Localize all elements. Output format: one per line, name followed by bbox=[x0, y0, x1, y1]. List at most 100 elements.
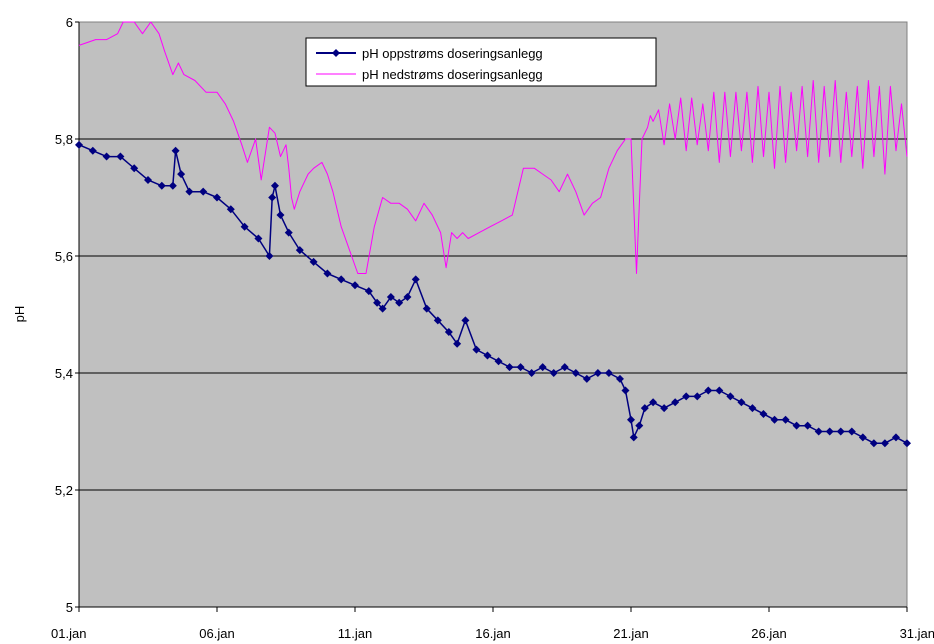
data-point bbox=[185, 187, 194, 196]
data-point bbox=[505, 363, 514, 372]
x-tick-label: 31.jan bbox=[900, 626, 934, 641]
data-point bbox=[240, 222, 249, 231]
y-tick-label: 5,8 bbox=[55, 132, 73, 147]
data-point bbox=[276, 211, 285, 220]
data-point bbox=[364, 287, 373, 296]
data-point bbox=[102, 152, 111, 161]
data-point bbox=[571, 369, 580, 377]
y-tick-labels: 5 5,2 5,4 5,6 5,8 6 bbox=[55, 15, 73, 615]
data-point bbox=[726, 392, 735, 401]
data-point bbox=[199, 187, 208, 196]
data-point bbox=[836, 427, 845, 436]
data-point bbox=[168, 181, 177, 190]
data-point bbox=[373, 298, 382, 307]
legend: pH oppstrøms doseringsanlegg pH nedstrøm… bbox=[305, 37, 657, 87]
data-point bbox=[226, 205, 235, 214]
data-point bbox=[395, 298, 404, 307]
data-point bbox=[770, 415, 779, 424]
data-point bbox=[130, 164, 139, 173]
data-point bbox=[213, 193, 221, 202]
data-point bbox=[748, 404, 757, 413]
data-point bbox=[538, 363, 547, 372]
data-point bbox=[411, 275, 420, 284]
legend-label-downstream: pH nedstrøms doseringsanlegg bbox=[362, 67, 543, 82]
data-point bbox=[621, 386, 630, 395]
y-axis-title: pH bbox=[12, 306, 27, 323]
data-point bbox=[265, 252, 274, 260]
data-point bbox=[75, 140, 83, 149]
gridlines bbox=[79, 138, 907, 491]
data-point bbox=[444, 328, 453, 337]
data-point bbox=[737, 398, 746, 407]
series-line bbox=[78, 21, 908, 274]
data-point bbox=[635, 421, 644, 430]
data-point bbox=[177, 170, 186, 179]
x-tick-labels: 01.jan 06.jan 11.jan 16.jan 21.jan 26.jan 31.j… bbox=[51, 626, 934, 641]
y-tick-label: 5,4 bbox=[55, 366, 73, 381]
data-point bbox=[527, 369, 536, 377]
data-point bbox=[903, 439, 911, 448]
y-tick-label: 5,6 bbox=[55, 249, 73, 264]
x-tick-label: 16.jan bbox=[475, 626, 510, 641]
data-point bbox=[284, 228, 293, 237]
data-point bbox=[627, 415, 635, 424]
legend-label-upstream: pH oppstrøms doseringsanlegg bbox=[362, 46, 543, 61]
data-point bbox=[171, 146, 180, 155]
y-tick-label: 5,2 bbox=[55, 483, 73, 498]
x-tick-label: 21.jan bbox=[613, 626, 648, 641]
data-point bbox=[309, 257, 318, 266]
data-point bbox=[422, 304, 431, 313]
data-point bbox=[615, 374, 624, 383]
data-point bbox=[649, 398, 658, 407]
data-point bbox=[116, 152, 125, 161]
data-point bbox=[386, 292, 395, 301]
data-point bbox=[337, 275, 346, 284]
data-point bbox=[157, 181, 166, 190]
data-point bbox=[582, 374, 591, 383]
data-point bbox=[604, 369, 613, 377]
data-point bbox=[660, 404, 669, 413]
data-point bbox=[682, 392, 691, 401]
data-point bbox=[693, 392, 702, 401]
data-point bbox=[759, 409, 768, 418]
x-tick-label: 26.jan bbox=[751, 626, 786, 641]
data-point bbox=[323, 269, 332, 278]
data-point bbox=[494, 357, 503, 366]
x-tick-label: 01.jan bbox=[51, 626, 86, 641]
axes bbox=[75, 21, 908, 612]
data-point bbox=[858, 433, 867, 442]
data-point bbox=[629, 433, 638, 442]
data-point bbox=[295, 246, 304, 255]
data-point bbox=[433, 316, 442, 325]
data-point bbox=[453, 339, 462, 348]
data-point bbox=[803, 421, 812, 430]
data-point bbox=[461, 316, 470, 325]
data-point bbox=[869, 439, 878, 448]
y-tick-label: 6 bbox=[66, 15, 73, 30]
x-tick-label: 11.jan bbox=[338, 626, 372, 641]
data-point bbox=[560, 363, 569, 372]
y-tick-label: 5 bbox=[66, 600, 73, 615]
legend-marker-upstream bbox=[332, 49, 340, 57]
data-point bbox=[403, 292, 412, 301]
plot-area bbox=[78, 21, 908, 608]
data-point bbox=[516, 363, 525, 372]
data-point bbox=[378, 304, 387, 313]
data-point bbox=[268, 193, 277, 202]
data-point bbox=[704, 386, 713, 395]
data-point bbox=[847, 427, 856, 436]
series-markers bbox=[75, 140, 911, 448]
data-point bbox=[483, 351, 492, 360]
data-point bbox=[671, 398, 680, 407]
data-point bbox=[254, 234, 263, 243]
data-point bbox=[715, 386, 724, 395]
data-point bbox=[351, 281, 359, 290]
legend-box bbox=[305, 37, 657, 87]
data-point bbox=[472, 345, 481, 354]
data-point bbox=[144, 175, 152, 184]
data-point bbox=[891, 433, 900, 442]
data-point bbox=[825, 427, 834, 436]
data-point bbox=[549, 369, 558, 377]
data-point bbox=[593, 369, 602, 377]
